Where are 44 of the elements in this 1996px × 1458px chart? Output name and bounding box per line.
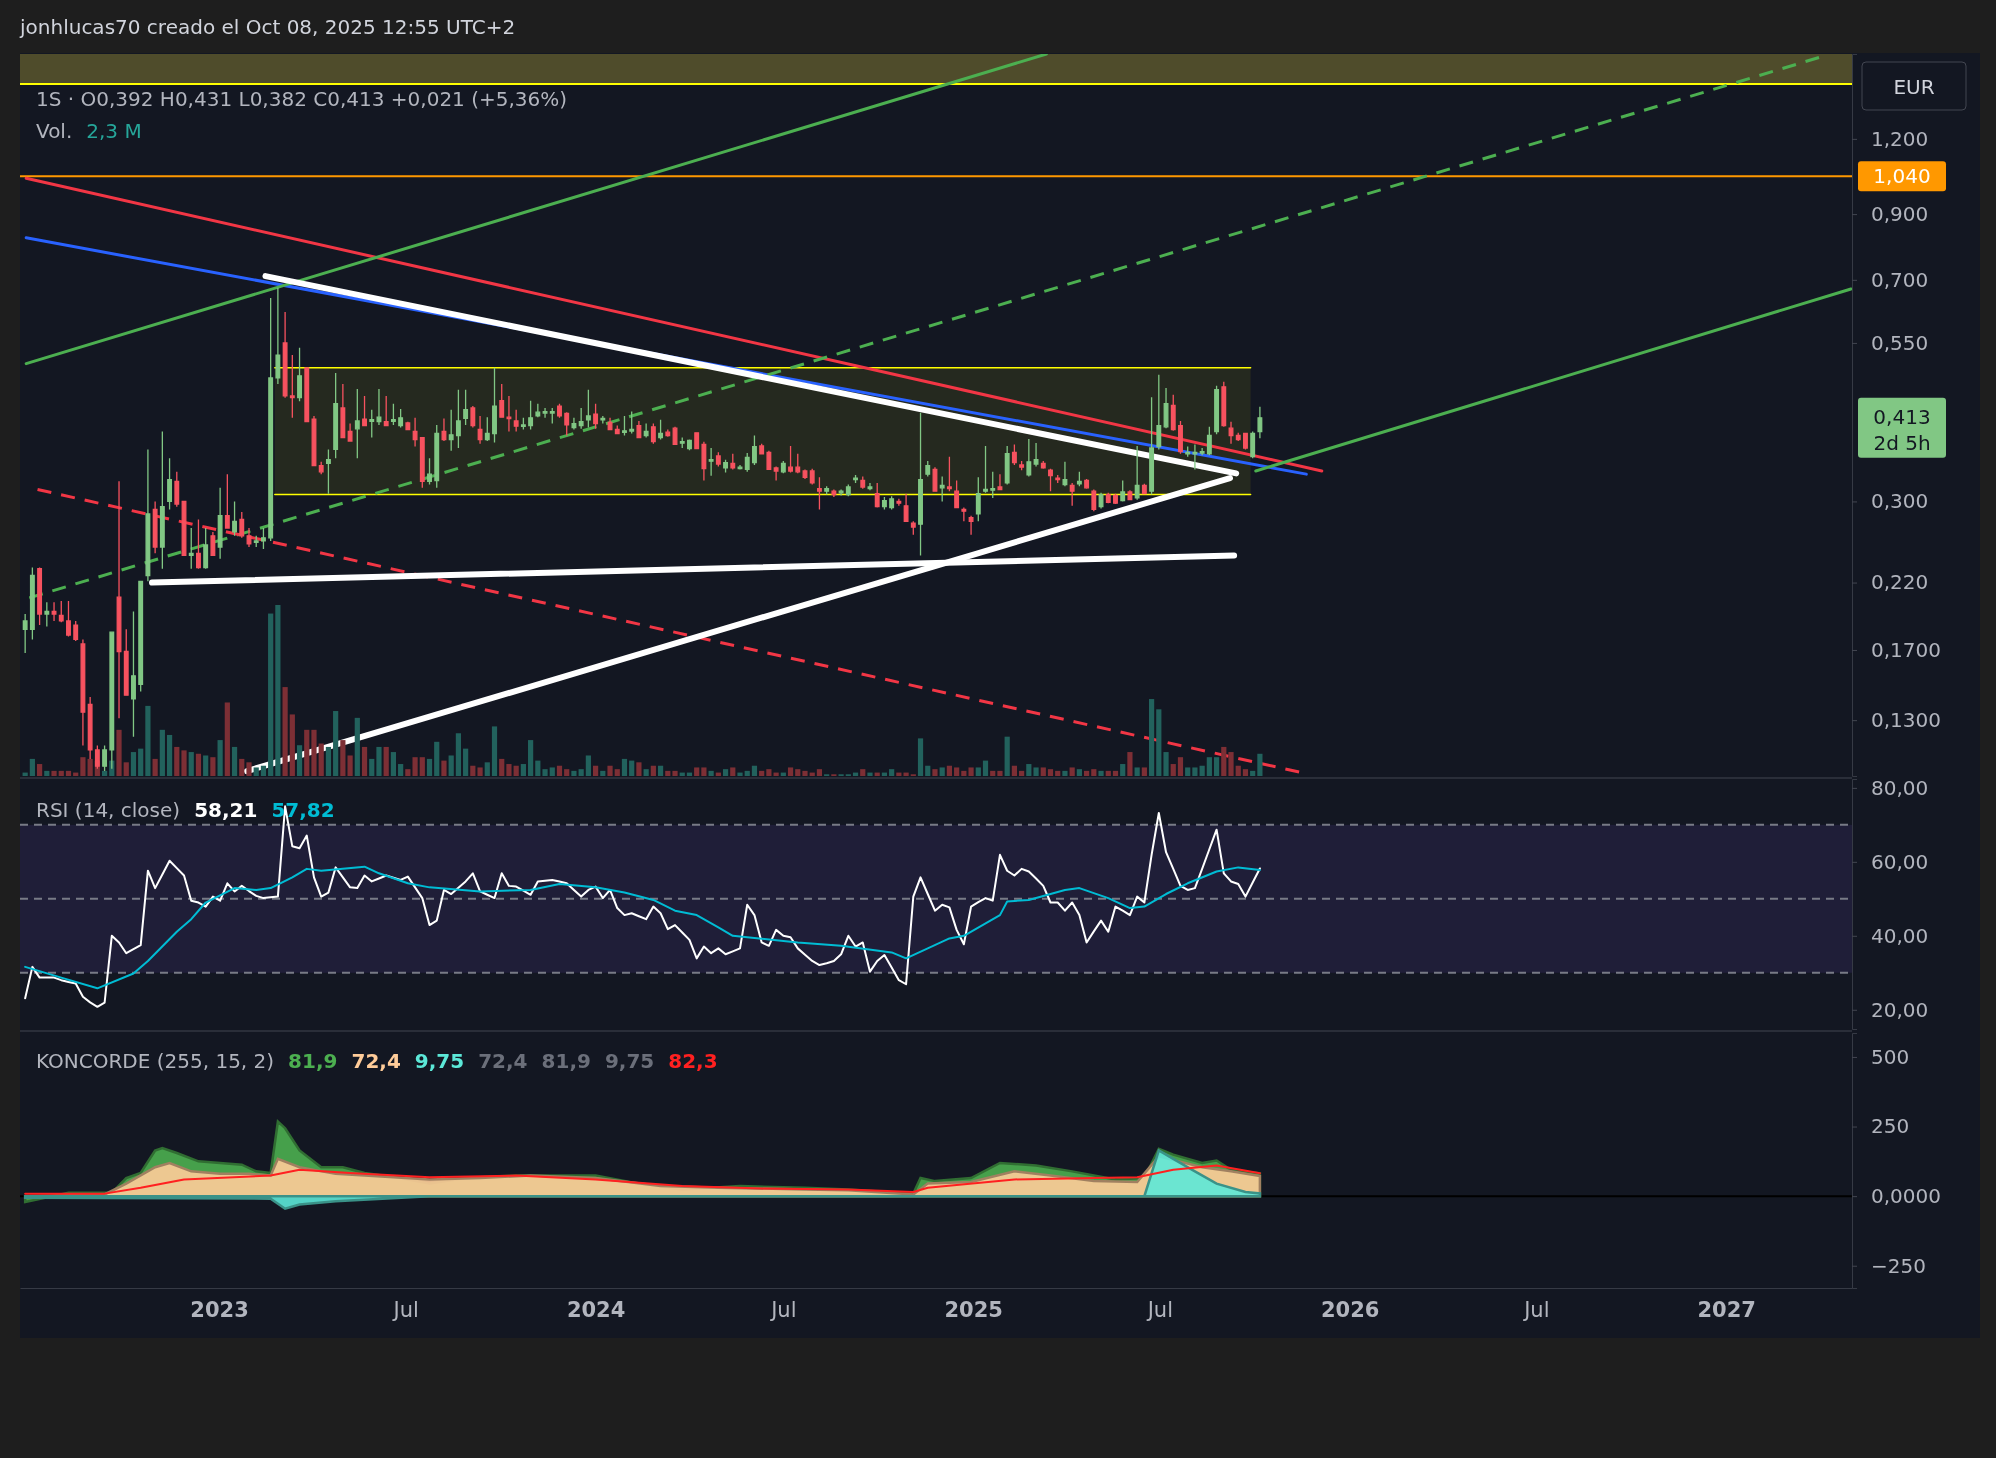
y-tick-label: 0,900 xyxy=(1871,202,1929,227)
y-tick-label: 0,1700 xyxy=(1871,637,1941,662)
y-tick-label: −250 xyxy=(1871,1253,1926,1278)
x-tick-label: 2027 xyxy=(1697,1297,1756,1322)
x-tick-label: Jul xyxy=(391,1297,419,1322)
y-tick-label: 1,200 xyxy=(1871,126,1929,151)
currency-field: EUR xyxy=(1861,61,1967,111)
x-tick-label: 2024 xyxy=(566,1297,626,1322)
y-tick-label: 0,1300 xyxy=(1871,708,1941,733)
y-tick-label: 40,00 xyxy=(1871,923,1929,948)
y-tick-label: 0,300 xyxy=(1871,489,1929,514)
series-label: 58,21 xyxy=(194,798,258,822)
y-tick-label: 0,700 xyxy=(1871,267,1929,292)
x-tick-label: Jul xyxy=(769,1297,797,1322)
y-tick-label: 0,220 xyxy=(1871,570,1929,595)
annotation: 72,4 xyxy=(478,1049,528,1073)
text: 82,3 xyxy=(668,1049,718,1073)
y-tick-label: 60,00 xyxy=(1871,849,1929,874)
x-tick-label: 2026 xyxy=(1320,1297,1380,1322)
text: 81,9 xyxy=(288,1049,338,1073)
y-axis-title: EUR xyxy=(1893,75,1935,99)
y-tick-label: 20,00 xyxy=(1871,997,1929,1022)
x-tick-label: 2023 xyxy=(190,1297,249,1322)
y-tick-label: 0,550 xyxy=(1871,330,1929,355)
x-tick-label: Jul xyxy=(1522,1297,1550,1322)
text: 1S · O0,392 H0,431 L0,382 C0,413 +0,021 (+5,36%) xyxy=(36,87,568,111)
ref-line-label: 1,040 xyxy=(1873,164,1931,189)
text: jonhlucas70 creado el Oct 08, 2025 12:55 UTC+2 xyxy=(19,15,516,39)
text: KONCORDE (255, 15, 2) xyxy=(36,1049,275,1073)
y-tick-label: 80,00 xyxy=(1871,775,1929,800)
y-tick-label: 0,0000 xyxy=(1871,1184,1941,1209)
chart-title: Vol. xyxy=(36,119,73,143)
annotation: 9,75 xyxy=(604,1049,655,1073)
level-tag: 1,040 xyxy=(1858,161,1946,192)
annotation: 81,9 xyxy=(541,1049,591,1073)
y-tick-label: 250 xyxy=(1871,1114,1910,1139)
text: RSI (14, close) xyxy=(36,798,181,822)
x-tick-label: 2025 xyxy=(944,1297,1003,1322)
price-tag: 0,413 2d 5h xyxy=(1858,397,1946,458)
x-tick-label: Jul xyxy=(1145,1297,1174,1322)
y-tick-label: 500 xyxy=(1871,1044,1910,1069)
text: 72,4 xyxy=(351,1049,401,1073)
chart-subtitle: 2,3 M xyxy=(86,119,142,143)
text: 9,75 xyxy=(414,1049,465,1073)
